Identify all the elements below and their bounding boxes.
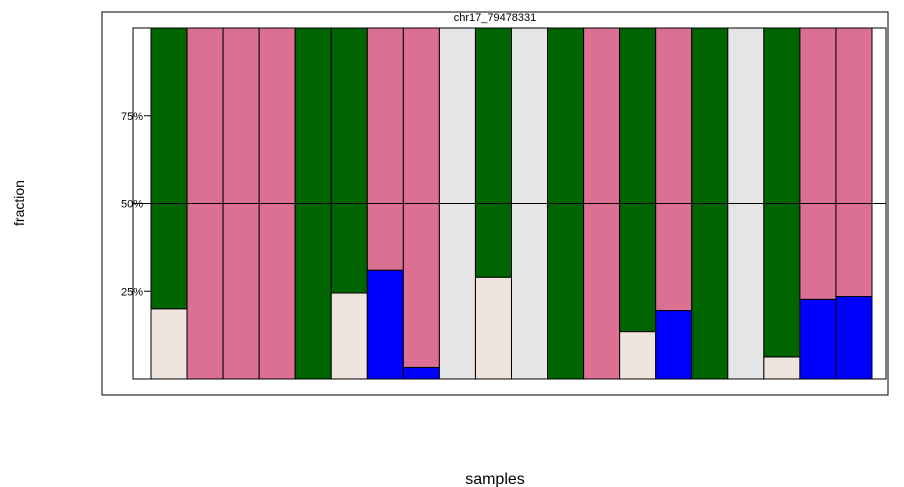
bar-10-segment-2 xyxy=(474,27,513,278)
chart-title: chr17_79478331 xyxy=(454,12,537,24)
bar-15-segment-2 xyxy=(655,27,693,312)
bar-6-segment-2 xyxy=(330,27,368,294)
y-tick-label: 50% xyxy=(121,199,143,211)
y-axis: 25% 50% 75% xyxy=(121,111,151,298)
y-tick-label: 75% xyxy=(121,111,143,123)
bar-10-segment-1 xyxy=(474,276,513,380)
bar-18-segment-1 xyxy=(763,356,801,380)
y-tick-label: 25% xyxy=(121,286,143,298)
x-axis-label: samples xyxy=(465,471,525,487)
bar-8-segment-2 xyxy=(402,27,440,368)
bar-7-segment-2 xyxy=(366,27,404,271)
bar-20-segment-2 xyxy=(835,27,873,298)
bar-14-segment-1 xyxy=(619,331,657,380)
bar-18-segment-2 xyxy=(763,27,801,358)
bar-15-segment-1 xyxy=(655,310,693,380)
bar-14-segment-2 xyxy=(619,27,657,333)
bar-20-segment-1 xyxy=(835,296,873,380)
bar-1-segment-2 xyxy=(150,27,188,310)
bar-19-segment-2 xyxy=(799,27,837,300)
outer-frame xyxy=(101,11,889,396)
bar-19-segment-1 xyxy=(799,298,837,380)
bar-8-segment-1 xyxy=(402,366,440,380)
bar-7-segment-1 xyxy=(366,269,404,380)
bar-6-segment-1 xyxy=(330,292,368,380)
bar-1-segment-1 xyxy=(150,308,188,380)
y-axis-label: fraction xyxy=(11,180,27,226)
